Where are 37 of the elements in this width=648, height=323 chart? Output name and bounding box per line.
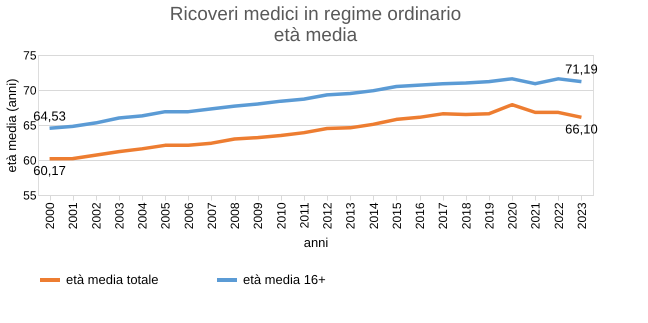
x-axis-title: anni (304, 235, 328, 250)
x-tick-label: 2002 (89, 202, 104, 230)
x-tick-label: 2015 (390, 202, 404, 230)
x-tick-label: 2010 (274, 202, 288, 230)
y-axis-title: età media (anni) (4, 78, 20, 172)
data-label: 64,53 (33, 108, 66, 124)
text: età media (274, 25, 358, 46)
y-tick-label: 55 (23, 188, 37, 202)
x-tick-label: 2021 (528, 202, 543, 230)
x-tick-label: 2008 (228, 202, 242, 230)
x-tick-label: 2014 (366, 202, 381, 230)
x-tick-label: 2023 (574, 202, 589, 230)
x-tick-label: 2020 (506, 202, 520, 230)
legend-label: età media totale (66, 272, 159, 287)
x-tick-label: 2004 (136, 202, 150, 230)
x-tick-label: 2001 (66, 202, 80, 230)
legend-label: età media 16+ (243, 272, 326, 287)
data-label: 66,10 (565, 121, 598, 136)
x-tick-label: 2000 (43, 202, 58, 230)
y-tick-label: 60 (23, 154, 37, 168)
text: Ricoveri medici in regime ordinario (170, 4, 462, 25)
x-tick-label: 2005 (158, 202, 173, 230)
x-tick-label: 2006 (182, 202, 196, 230)
y-tick-label: 70 (23, 84, 37, 98)
x-tick-label: 2007 (204, 202, 219, 230)
x-tick-label: 2016 (413, 202, 428, 230)
x-tick-label: 2012 (320, 202, 335, 230)
data-label: 71,19 (565, 62, 598, 77)
x-tick-label: 2003 (112, 202, 126, 230)
x-tick-label: 2022 (552, 202, 566, 230)
x-tick-label: 2019 (482, 202, 496, 230)
x-tick-label: 2009 (251, 202, 266, 230)
x-tick-label: 2017 (436, 202, 450, 230)
y-tick-label: 75 (23, 48, 37, 62)
x-tick-label: 2011 (297, 202, 312, 228)
x-tick-label: 2013 (344, 202, 358, 230)
x-tick-label: 2018 (459, 202, 474, 230)
